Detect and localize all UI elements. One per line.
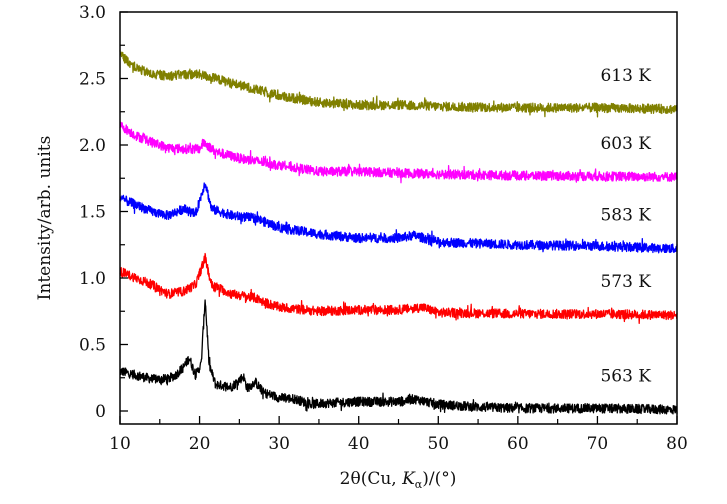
- x-tick-label: 10: [109, 434, 131, 454]
- x-tick-label: 80: [666, 434, 688, 454]
- series-line-583k: [119, 182, 678, 254]
- series-line-603k: [119, 121, 678, 184]
- y-tick-label: 0: [95, 402, 106, 422]
- ticks-layer: 10 20 30 40 50 60 70 80 0 0.5 1.0 1.5 2.0 2.5 3.0: [79, 3, 688, 454]
- series-label: 563 K: [600, 367, 651, 387]
- series-line-563k: [119, 299, 678, 415]
- y-tick-label: 2.5: [79, 70, 106, 90]
- x-tick-label: 40: [348, 434, 370, 454]
- x-tick-label: 30: [268, 434, 290, 454]
- y-tick-label: 0.5: [79, 336, 106, 356]
- series-labels: 563 K 573 K 583 K 603 K 613 K: [600, 66, 651, 387]
- series-label: 603 K: [600, 134, 651, 154]
- x-tick-label: 60: [507, 434, 529, 454]
- y-tick-label: 1.5: [79, 203, 106, 223]
- series-layer: [119, 50, 678, 415]
- series-line-573k: [119, 252, 678, 325]
- y-axis-label: Intensity/arb. units: [35, 136, 55, 301]
- series-label: 613 K: [600, 66, 651, 86]
- x-tick-label: 20: [189, 434, 211, 454]
- series-line-613k: [119, 50, 678, 118]
- x-tick-label: 50: [427, 434, 449, 454]
- y-tick-label: 1.0: [79, 269, 106, 289]
- x-axis-label: 2θ(Cu, Kα)/(°): [340, 469, 457, 491]
- series-label: 573 K: [600, 272, 651, 292]
- x-tick-label: 70: [587, 434, 609, 454]
- series-label: 583 K: [600, 206, 651, 226]
- y-tick-label: 3.0: [79, 3, 106, 23]
- y-tick-label: 2.0: [79, 136, 106, 156]
